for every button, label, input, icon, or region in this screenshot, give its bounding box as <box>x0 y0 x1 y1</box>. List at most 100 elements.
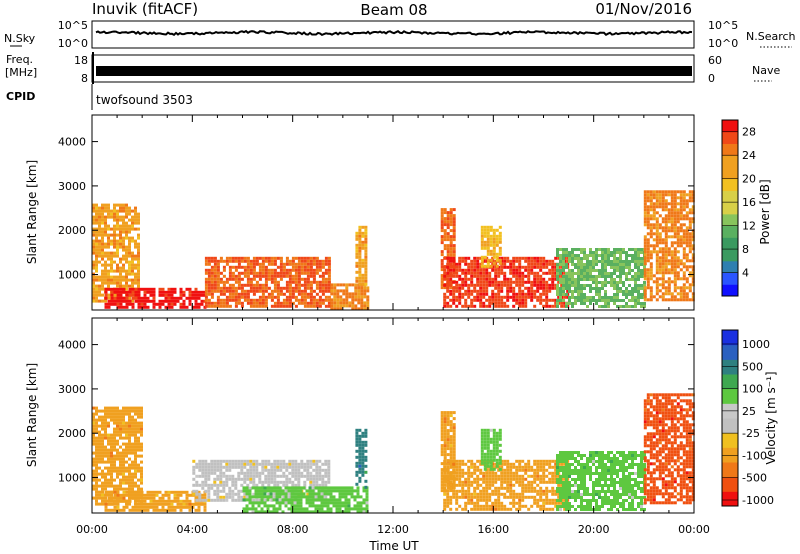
data-cell <box>652 202 656 206</box>
data-cell <box>122 221 125 225</box>
data-cell <box>240 498 244 502</box>
data-cell <box>482 477 486 481</box>
data-cell <box>652 196 656 200</box>
data-cell <box>210 468 214 472</box>
data-cell <box>140 454 143 458</box>
data-cell <box>275 507 279 511</box>
data-cell <box>446 301 450 305</box>
data-cell <box>119 203 122 207</box>
data-cell <box>324 280 328 284</box>
data-cell <box>571 272 574 275</box>
nsky-tick-high: 10^5 <box>58 19 88 32</box>
data-cell <box>300 298 304 302</box>
data-cell <box>440 483 444 487</box>
data-cell <box>658 271 662 275</box>
data-cell <box>92 248 95 252</box>
data-cell <box>161 496 165 500</box>
data-cell <box>125 502 129 506</box>
data-cell <box>688 223 692 227</box>
data-cell <box>204 283 208 287</box>
data-cell <box>476 495 480 499</box>
data-cell <box>243 295 247 299</box>
data-cell <box>113 227 116 231</box>
data-cell <box>104 242 107 246</box>
data-cell <box>560 265 564 269</box>
data-cell <box>452 447 456 451</box>
data-cell <box>158 302 162 306</box>
data-cell <box>267 474 271 478</box>
data-cell <box>149 496 153 500</box>
data-cell <box>619 251 622 254</box>
data-cell <box>303 289 307 293</box>
data-cell <box>107 215 110 219</box>
data-cell <box>276 289 280 293</box>
data-cell <box>643 238 647 242</box>
data-cell <box>104 418 107 422</box>
data-cell <box>646 244 650 248</box>
data-cell <box>323 489 327 493</box>
data-cell <box>649 268 653 272</box>
data-cell <box>336 295 340 299</box>
data-cell <box>116 227 119 231</box>
data-cell <box>95 484 98 488</box>
data-cell <box>482 504 486 508</box>
data-cell <box>299 492 303 496</box>
data-cell <box>356 507 360 511</box>
data-cell <box>134 299 138 303</box>
data-cell <box>104 406 107 410</box>
data-cell <box>467 289 471 293</box>
data-cell <box>446 492 450 496</box>
data-cell <box>261 295 265 299</box>
data-cell <box>613 272 616 275</box>
data-cell <box>213 492 217 496</box>
data-cell <box>351 304 355 308</box>
data-cell <box>246 265 250 269</box>
data-cell <box>443 474 447 478</box>
colorbar-segment <box>722 178 738 191</box>
data-cell <box>470 495 474 499</box>
data-cell <box>92 451 95 455</box>
data-cell <box>308 495 312 499</box>
data-cell <box>634 248 637 251</box>
data-cell <box>673 193 677 197</box>
data-cell <box>95 206 98 210</box>
data-cell <box>622 293 625 296</box>
data-cell <box>480 225 484 229</box>
data-cell <box>356 501 360 505</box>
data-cell <box>464 483 468 487</box>
data-cell <box>95 290 98 294</box>
data-cell <box>498 261 502 265</box>
data-cell <box>294 256 298 260</box>
data-cell <box>580 251 583 254</box>
data-cell <box>589 260 592 263</box>
data-cell <box>452 453 456 457</box>
data-cell <box>134 505 138 509</box>
data-cell <box>332 504 336 508</box>
data-cell <box>243 474 247 478</box>
data-cell <box>258 462 262 466</box>
data-cell <box>155 508 159 512</box>
data-cell <box>261 298 265 302</box>
data-cell <box>344 507 348 511</box>
data-cell <box>237 477 241 481</box>
data-cell <box>449 477 453 481</box>
data-cell <box>309 304 313 308</box>
data-cell <box>195 492 199 496</box>
data-cell <box>646 271 650 275</box>
data-cell <box>134 287 138 291</box>
data-cell <box>92 484 95 488</box>
data-cell <box>333 292 337 296</box>
data-cell <box>203 508 207 512</box>
data-cell <box>494 480 498 484</box>
data-cell <box>518 301 522 305</box>
data-cell <box>122 478 125 482</box>
data-cell <box>288 304 292 308</box>
data-cell <box>116 302 120 306</box>
data-cell <box>622 248 625 251</box>
data-cell <box>483 240 487 244</box>
data-cell <box>260 495 264 499</box>
data-cell <box>506 471 510 475</box>
data-cell <box>640 284 643 287</box>
data-cell <box>682 202 686 206</box>
data-cell <box>673 226 677 230</box>
